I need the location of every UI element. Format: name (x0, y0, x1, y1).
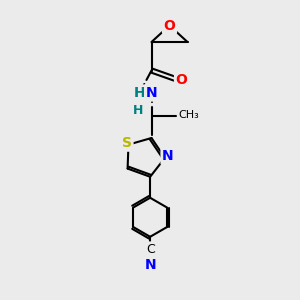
Text: N: N (162, 149, 174, 164)
Text: O: O (164, 19, 175, 32)
Text: O: O (176, 73, 188, 86)
Text: H: H (134, 86, 145, 100)
Text: N: N (144, 258, 156, 272)
Text: S: S (122, 136, 132, 150)
Text: N: N (146, 86, 157, 100)
Text: H: H (133, 104, 143, 118)
Text: C: C (146, 243, 154, 256)
Text: CH₃: CH₃ (178, 110, 199, 121)
